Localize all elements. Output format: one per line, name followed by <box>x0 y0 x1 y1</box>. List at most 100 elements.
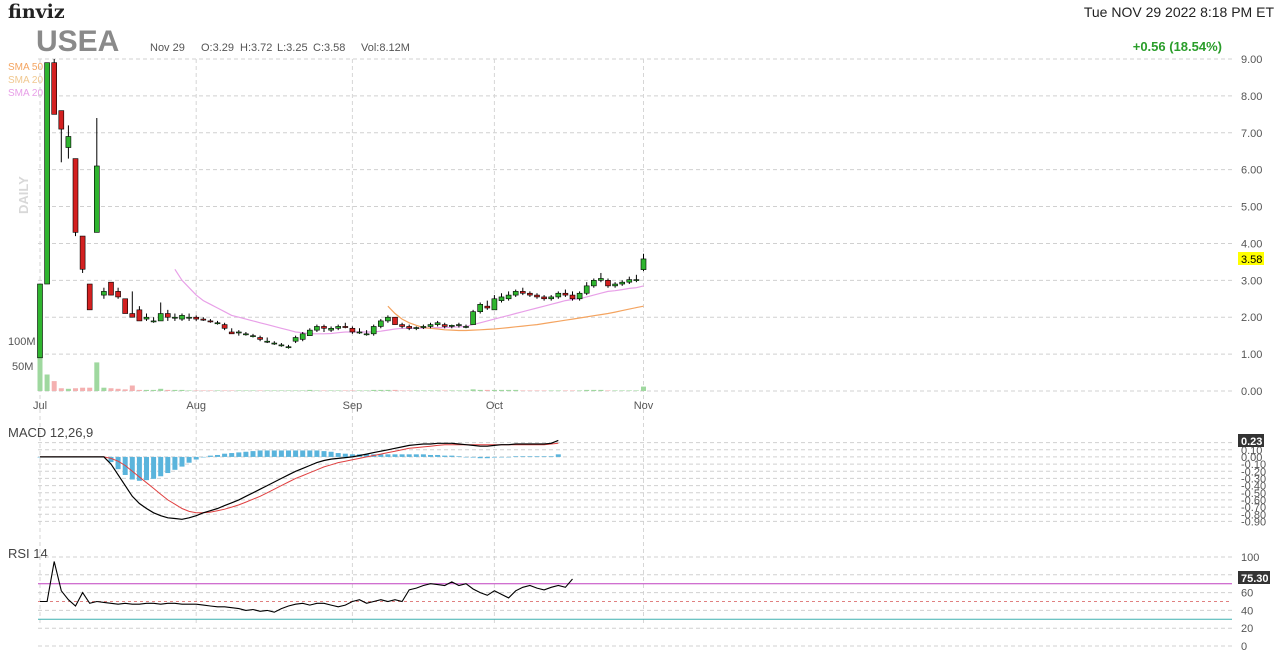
volume-bar <box>428 390 433 391</box>
candle <box>306 328 313 336</box>
volume-bar <box>598 389 604 391</box>
candle-body <box>108 281 114 296</box>
candle <box>186 313 192 321</box>
volume-bar <box>641 386 646 391</box>
price-tick-label: 2.00 <box>1241 312 1262 324</box>
price-tick-label: 6.00 <box>1241 165 1262 177</box>
candle <box>328 326 334 332</box>
price-tick-label: 7.00 <box>1241 128 1262 140</box>
finviz-logo[interactable]: finviz <box>8 1 65 23</box>
volume-bar <box>357 390 362 391</box>
candle-body <box>562 292 569 296</box>
legend-sma50: SMA 50 <box>8 62 43 73</box>
volume-bar <box>364 390 370 391</box>
macd-hist-bar <box>222 453 228 457</box>
volume-bar <box>584 389 590 391</box>
macd-hist-bar <box>406 454 412 457</box>
rsi-line-path <box>40 561 573 613</box>
volume-value: Vol:8.12M <box>361 42 410 54</box>
volume-bar <box>570 390 575 391</box>
candle-body <box>420 326 427 328</box>
candles <box>37 59 647 359</box>
macd-hist-bar <box>271 450 277 457</box>
candle <box>377 319 384 329</box>
volume-bar <box>179 389 185 391</box>
volume-bar <box>470 389 476 391</box>
volume-bar <box>215 390 220 391</box>
candle <box>115 287 121 299</box>
volume-bar <box>307 389 313 391</box>
volume-bar <box>271 390 277 391</box>
price-tick-label: 9.00 <box>1241 54 1262 66</box>
candle-body <box>498 296 505 301</box>
volume-bar <box>286 390 291 391</box>
macd-hist-bar <box>321 451 327 457</box>
candle-body <box>356 331 363 334</box>
candle-body <box>250 335 256 337</box>
macd-hist-bar <box>385 454 391 457</box>
macd-histogram <box>37 450 561 481</box>
macd-grid <box>38 442 1232 522</box>
volume-bar <box>463 390 469 391</box>
candle <box>434 320 441 327</box>
volume-bar <box>342 390 348 391</box>
candle <box>342 322 349 329</box>
candle-body <box>406 326 413 329</box>
rsi-title: RSI 14 <box>8 546 48 561</box>
macd-hist-bar <box>548 456 554 457</box>
candle <box>349 326 356 334</box>
candle-body <box>179 315 185 320</box>
candle-body <box>434 322 441 325</box>
candle <box>228 328 235 335</box>
volume-bar <box>293 390 299 391</box>
candle-body <box>612 283 618 287</box>
candle <box>58 110 65 163</box>
candle-body <box>186 316 192 319</box>
candle-body <box>640 258 647 270</box>
candle <box>243 331 249 336</box>
candle <box>626 276 633 285</box>
macd-hist-bar <box>144 456 149 481</box>
candle-body <box>65 136 72 148</box>
volume-bar <box>186 390 192 391</box>
price-tick-label: 1.00 <box>1241 349 1262 361</box>
candle-body <box>569 294 576 300</box>
macd-hist-bar <box>257 450 263 457</box>
candle <box>94 118 100 233</box>
macd-hist-bar <box>413 454 419 457</box>
macd-hist-bar <box>506 456 512 458</box>
candle <box>583 282 590 296</box>
candle-body <box>94 165 100 233</box>
volume-bar <box>144 389 149 391</box>
macd-hist-bar <box>286 450 291 457</box>
macd-hist-bar <box>335 453 341 457</box>
macd-lines <box>40 439 559 520</box>
candle <box>221 322 228 331</box>
candle <box>548 295 555 301</box>
candle-body <box>363 333 370 336</box>
candle <box>456 322 462 328</box>
candle-body <box>342 326 349 328</box>
candle-body <box>456 324 462 326</box>
macd-hist-bar <box>314 450 320 457</box>
volume-bar <box>562 390 568 391</box>
volume-bars <box>37 338 646 391</box>
candle-body <box>278 344 285 347</box>
candle <box>512 289 519 297</box>
candle-body <box>527 292 533 296</box>
candle <box>484 300 491 310</box>
candle-body <box>519 291 526 294</box>
macd-badge-text: 0.23 <box>1241 436 1262 448</box>
candle-body <box>207 320 214 323</box>
macd-axis: 0.200.100.00-0.10-0.20-0.30-0.40-0.50-0.… <box>1241 438 1266 529</box>
candle-body <box>86 283 93 311</box>
volume-bar <box>527 390 533 391</box>
low-value: L:3.25 <box>277 42 308 54</box>
macd-tick-label: 0.00 <box>1241 452 1262 464</box>
candle-body <box>413 327 420 329</box>
macd-tick-label: -0.30 <box>1241 473 1266 485</box>
macd-hist-bar <box>399 454 405 457</box>
candle <box>136 306 143 322</box>
candle-body <box>314 326 320 331</box>
macd-hist-bar <box>520 456 526 457</box>
